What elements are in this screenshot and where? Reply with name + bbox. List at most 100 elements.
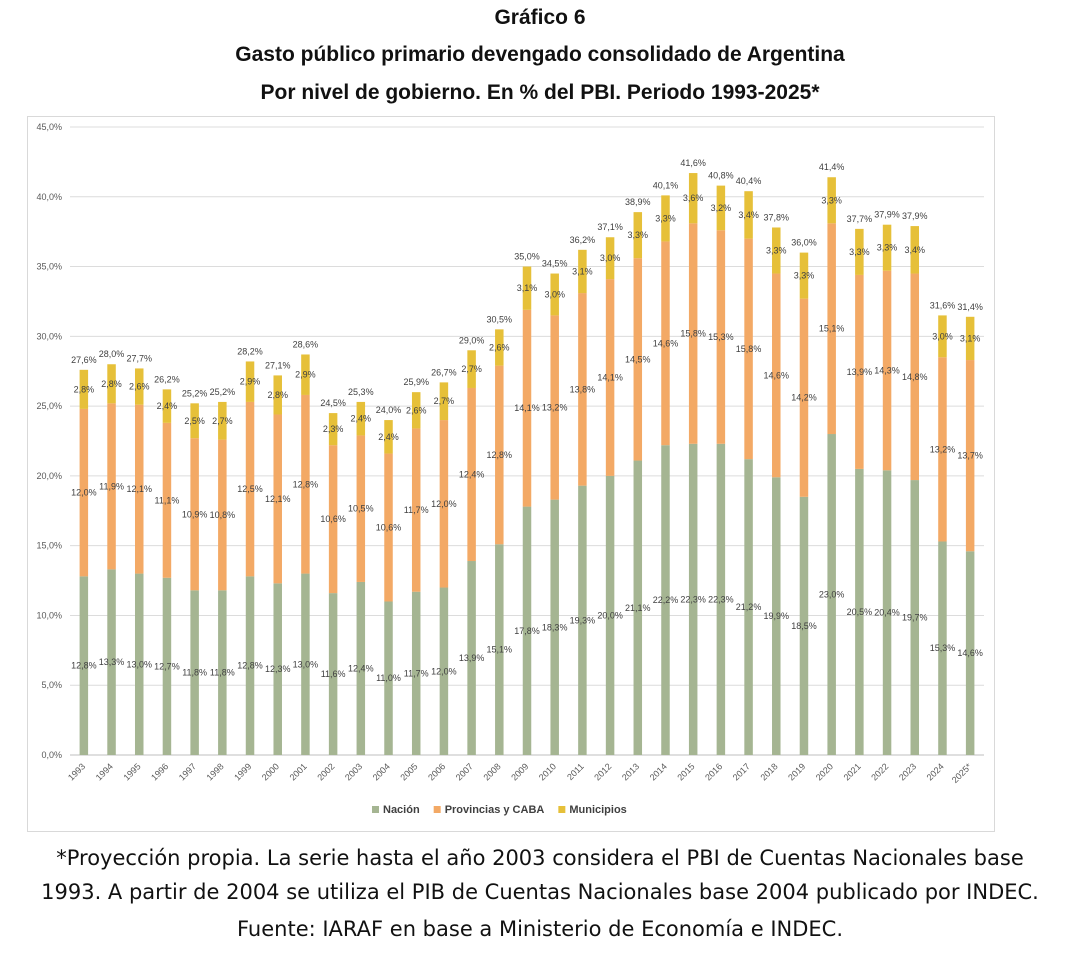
x-tick-label: 2005 [398, 761, 419, 782]
data-label: 15,3% [930, 643, 956, 653]
total-label: 25,9% [403, 377, 429, 387]
total-label: 37,9% [902, 211, 928, 221]
data-label: 2,6% [489, 342, 510, 352]
data-label: 3,6% [683, 193, 704, 203]
bar-nacion [772, 477, 781, 755]
data-label: 19,7% [902, 613, 928, 623]
data-label: 3,0% [600, 253, 621, 263]
data-label: 12,1% [126, 484, 152, 494]
data-label: 3,3% [877, 243, 898, 253]
total-label: 36,0% [791, 238, 817, 248]
data-label: 2,7% [434, 396, 455, 406]
bar-provincias [882, 270, 892, 471]
data-label: 15,1% [819, 324, 845, 334]
data-label: 10,5% [348, 504, 374, 514]
x-tick-label: 1995 [121, 761, 142, 782]
legend-swatch [372, 806, 379, 813]
bar-provincias [411, 428, 421, 592]
bar-nacion [411, 591, 421, 755]
bar-nacion [218, 590, 227, 755]
x-tick-label: 2012 [592, 761, 613, 782]
data-label: 13,3% [99, 657, 125, 667]
data-label: 2,8% [267, 390, 288, 400]
data-label: 17,8% [514, 626, 540, 636]
data-label: 12,7% [154, 661, 180, 671]
data-label: 14,1% [597, 373, 623, 383]
total-label: 40,8% [708, 171, 734, 181]
bar-provincias [799, 298, 809, 497]
total-label: 37,8% [764, 212, 790, 222]
bar-municipios [356, 401, 366, 436]
data-label: 11,8% [210, 668, 235, 678]
bar-provincias [384, 453, 393, 602]
data-label: 2,8% [101, 379, 122, 389]
footnote-line2: 1993. A partir de 2004 se utiliza el PIB… [41, 880, 1039, 904]
data-label: 15,8% [680, 329, 706, 339]
data-label: 3,0% [544, 289, 565, 299]
data-label: 3,1% [960, 333, 981, 343]
bar-nacion [799, 496, 809, 755]
data-label: 13,2% [542, 403, 568, 413]
x-tick-label: 2017 [731, 761, 752, 782]
data-label: 14,1% [514, 403, 540, 413]
chart-area [27, 116, 995, 832]
data-label: 13,9% [459, 653, 485, 663]
bar-nacion [328, 593, 338, 755]
bar-provincias [688, 223, 698, 444]
total-label: 24,5% [320, 398, 346, 408]
bar-municipios [79, 369, 89, 409]
data-label: 20,4% [874, 608, 900, 618]
bar-provincias [910, 273, 920, 481]
bar-nacion [439, 587, 449, 755]
bar-provincias [218, 439, 227, 591]
bar-nacion [550, 499, 559, 755]
data-label: 3,2% [711, 203, 732, 213]
total-label: 30,5% [487, 314, 513, 324]
total-label: 28,6% [293, 339, 319, 349]
data-label: 15,8% [736, 344, 762, 354]
bar-municipios [107, 364, 116, 404]
chart-title-line1: Gráfico 6 [494, 6, 586, 29]
bar-provincias [716, 230, 726, 444]
x-tick-label: 2014 [648, 761, 669, 782]
total-label: 40,4% [736, 176, 762, 186]
bar-provincias [301, 394, 310, 574]
bar-provincias [495, 365, 504, 545]
bar-provincias [107, 403, 116, 570]
bar-municipios [688, 173, 698, 224]
data-label: 13,7% [957, 451, 983, 461]
total-label: 34,5% [542, 259, 568, 269]
x-tick-label: 2022 [869, 761, 890, 782]
x-tick-label: 2015 [675, 761, 696, 782]
x-tick-label: 2019 [786, 761, 807, 782]
bar-provincias [439, 420, 449, 588]
data-label: 2,4% [378, 432, 399, 442]
data-label: 3,1% [517, 283, 538, 293]
legend-swatch [433, 806, 441, 813]
data-label: 2,9% [295, 370, 316, 380]
data-label: 3,3% [821, 195, 842, 205]
bar-nacion [495, 544, 504, 755]
total-label: 26,7% [431, 367, 457, 377]
data-label: 2,5% [184, 416, 205, 426]
bar-municipios [578, 249, 587, 294]
x-tick-label: 2004 [371, 761, 392, 782]
data-label: 12,0% [431, 666, 457, 676]
total-label: 28,2% [237, 346, 263, 356]
data-label: 14,5% [625, 354, 651, 364]
data-label: 2,7% [461, 364, 482, 374]
data-label: 2,4% [157, 401, 178, 411]
data-label: 2,8% [74, 384, 95, 394]
total-label: 40,1% [653, 180, 679, 190]
total-label: 31,6% [930, 300, 956, 310]
x-tick-label: 2003 [343, 761, 364, 782]
data-label: 3,4% [904, 245, 925, 255]
total-label: 37,1% [597, 222, 623, 232]
x-tick-label: 2020 [814, 761, 835, 782]
bar-provincias [578, 293, 587, 486]
x-tick-label: 2011 [565, 761, 586, 782]
bar-municipios [328, 413, 338, 446]
total-label: 37,7% [847, 214, 873, 224]
total-label: 31,4% [957, 302, 983, 312]
